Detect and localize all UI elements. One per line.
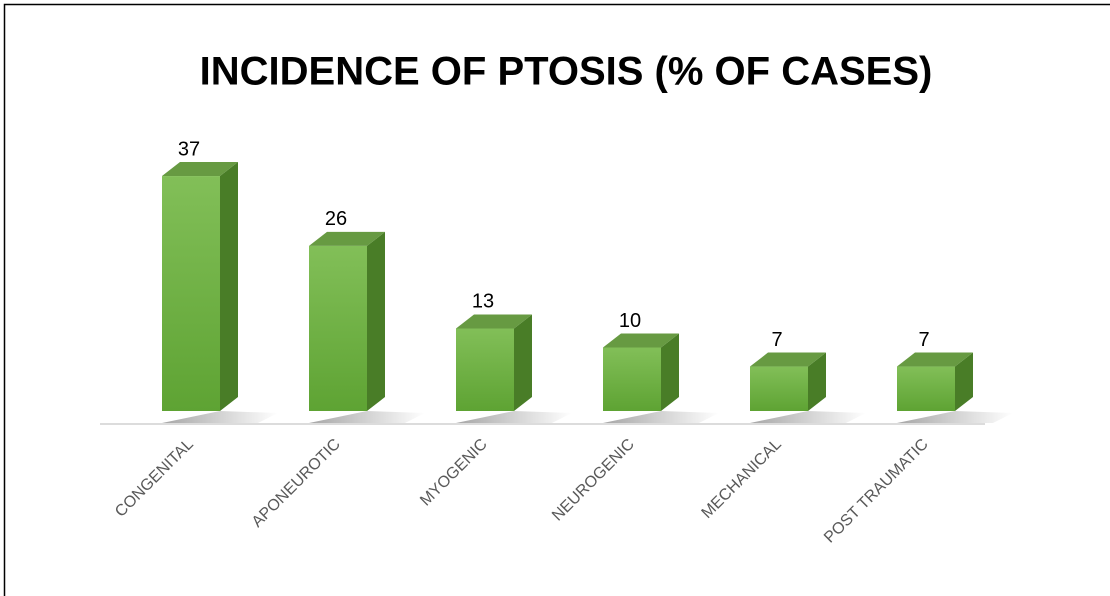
data-label: 37 <box>178 138 200 160</box>
bar-shadow <box>456 411 572 423</box>
bar-top <box>750 352 826 367</box>
bar <box>897 352 1013 423</box>
data-label: 10 <box>619 310 641 332</box>
bar-front <box>162 176 220 411</box>
bar-top <box>309 231 385 246</box>
bar-front <box>309 245 367 411</box>
bar-side <box>367 231 385 411</box>
bar-shadow <box>750 411 866 423</box>
bar-front <box>603 347 661 411</box>
bar-top <box>603 333 679 348</box>
bar <box>456 314 572 423</box>
bar-front <box>897 366 955 411</box>
bar <box>750 352 866 423</box>
bar <box>603 333 719 423</box>
bar-side <box>808 352 826 411</box>
data-label: 26 <box>325 208 347 230</box>
bar-shadow <box>162 411 278 423</box>
data-label: 13 <box>472 291 494 313</box>
bar-shadow <box>897 411 1013 423</box>
bar-top <box>162 162 238 177</box>
bar-shadow <box>603 411 719 423</box>
bar-front <box>456 328 514 411</box>
chart-title: INCIDENCE OF PTOSIS (% OF CASES) <box>200 50 933 94</box>
bar <box>162 162 278 423</box>
data-label: 7 <box>918 329 929 351</box>
bar-front <box>750 366 808 411</box>
bar-side <box>514 314 532 411</box>
bar-side <box>955 352 973 411</box>
bar-top <box>456 314 532 329</box>
bar-shadow <box>309 411 425 423</box>
bar-top <box>897 352 973 367</box>
bar-side <box>220 162 238 411</box>
data-label: 7 <box>771 329 782 351</box>
bar <box>309 231 425 423</box>
bar-side <box>661 333 679 411</box>
